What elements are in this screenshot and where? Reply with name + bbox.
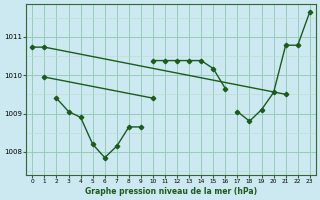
- X-axis label: Graphe pression niveau de la mer (hPa): Graphe pression niveau de la mer (hPa): [85, 187, 257, 196]
